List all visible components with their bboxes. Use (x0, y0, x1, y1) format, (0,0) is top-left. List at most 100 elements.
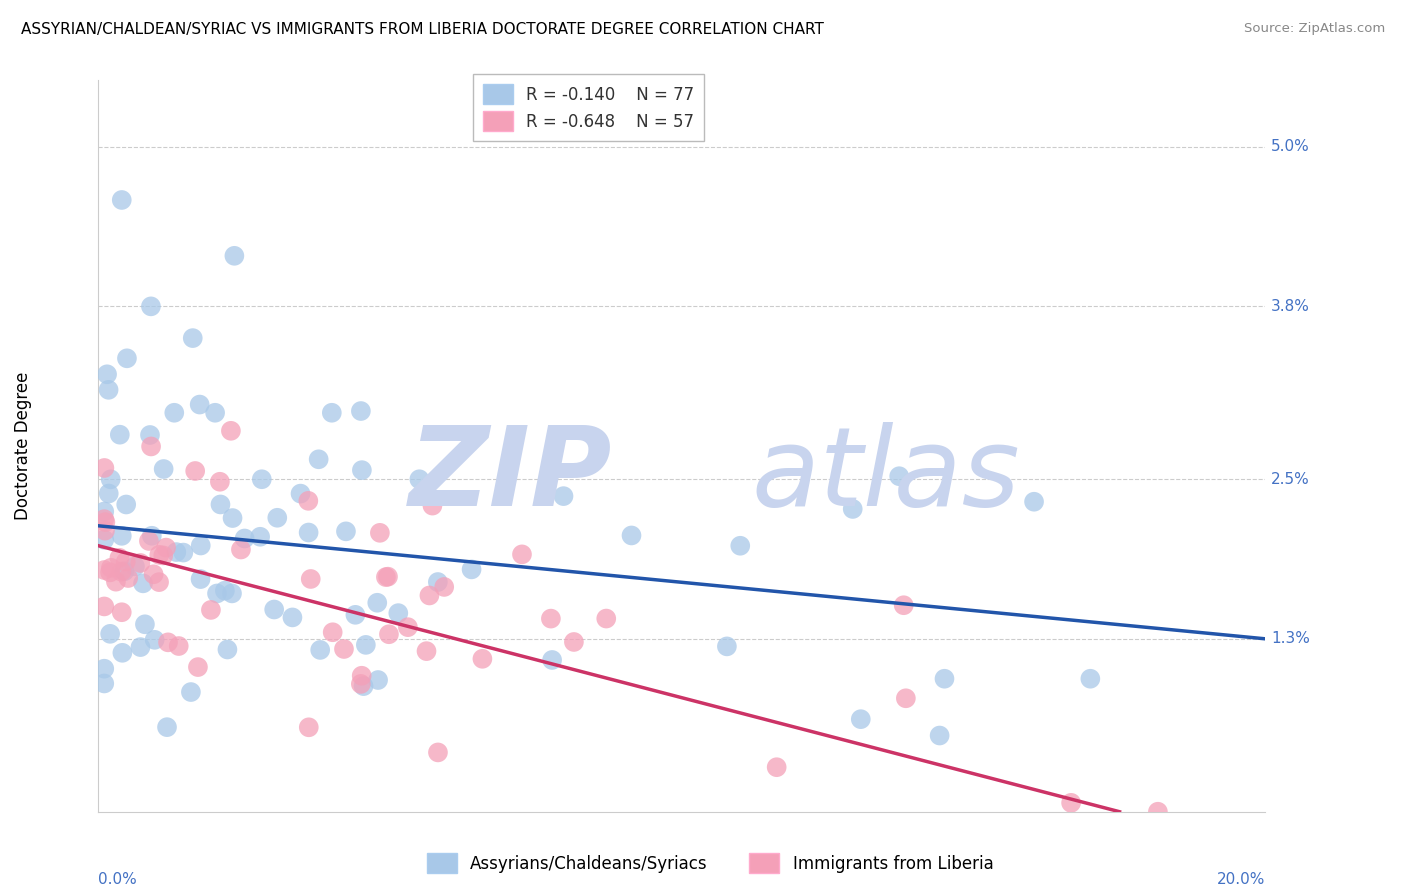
Point (471, 652, 494, 666)
Point (148, 575, 170, 590)
Point (214, 583, 236, 598)
Point (139, 428, 162, 442)
Point (374, 570, 396, 584)
Point (387, 606, 409, 620)
Text: atlas: atlas (752, 422, 1021, 529)
Point (368, 525, 391, 540)
Point (139, 440, 162, 454)
Point (184, 464, 207, 478)
Point (111, 193, 134, 207)
Point (266, 510, 288, 524)
Point (418, 589, 440, 603)
Point (96, 368, 118, 382)
Point (188, 398, 211, 412)
Point (94, 515, 117, 529)
Text: 5.0%: 5.0% (1271, 139, 1310, 154)
Point (297, 493, 319, 508)
Point (354, 638, 377, 652)
Point (298, 720, 321, 734)
Point (1060, 796, 1083, 810)
Point (98, 566, 121, 580)
Point (730, 539, 752, 553)
Point (322, 625, 344, 640)
Point (344, 607, 367, 622)
Point (205, 586, 228, 600)
Point (97, 486, 120, 500)
Point (111, 605, 134, 619)
Point (350, 677, 373, 691)
Point (108, 427, 131, 442)
Point (93, 461, 115, 475)
Point (1080, 672, 1102, 686)
Point (124, 559, 146, 574)
Point (132, 576, 155, 591)
Point (540, 612, 562, 626)
Point (172, 545, 194, 559)
Point (142, 567, 165, 582)
Point (129, 640, 152, 654)
Text: Doctorate Degree: Doctorate Degree (14, 372, 31, 520)
Point (134, 617, 156, 632)
Point (510, 547, 533, 561)
Point (263, 602, 285, 616)
Point (138, 533, 160, 548)
Point (378, 627, 401, 641)
Point (716, 640, 738, 654)
Point (894, 691, 917, 706)
Point (165, 545, 187, 559)
Point (208, 475, 231, 489)
Point (620, 528, 643, 542)
Legend: Assyrians/Chaldeans/Syriacs, Immigrants from Liberia: Assyrians/Chaldeans/Syriacs, Immigrants … (420, 847, 1000, 880)
Point (350, 404, 373, 418)
Point (111, 529, 134, 543)
Point (108, 550, 131, 565)
Point (204, 406, 226, 420)
Point (298, 525, 321, 540)
Point (112, 564, 135, 578)
Point (115, 351, 138, 366)
Point (190, 572, 212, 586)
Point (367, 673, 389, 687)
Text: 1.3%: 1.3% (1271, 632, 1310, 647)
Point (148, 548, 170, 562)
Text: 0.0%: 0.0% (98, 871, 138, 887)
Point (97, 383, 120, 397)
Point (190, 539, 212, 553)
Point (849, 712, 872, 726)
Point (152, 549, 174, 563)
Point (115, 498, 138, 512)
Point (93, 512, 115, 526)
Point (309, 643, 332, 657)
Point (200, 603, 222, 617)
Text: Source: ZipAtlas.com: Source: ZipAtlas.com (1244, 22, 1385, 36)
Point (156, 635, 179, 649)
Point (396, 620, 419, 634)
Point (100, 472, 122, 486)
Point (333, 642, 356, 657)
Point (433, 580, 456, 594)
Point (321, 406, 343, 420)
Point (408, 472, 430, 486)
Point (94, 524, 117, 538)
Point (889, 469, 911, 483)
Point (841, 502, 863, 516)
Point (765, 760, 787, 774)
Point (562, 635, 585, 649)
Text: 2.5%: 2.5% (1271, 472, 1310, 487)
Point (299, 572, 322, 586)
Point (187, 660, 209, 674)
Text: 3.8%: 3.8% (1271, 299, 1310, 314)
Point (93, 676, 115, 690)
Point (426, 746, 449, 760)
Point (1147, 805, 1170, 819)
Point (541, 653, 564, 667)
Point (139, 299, 162, 313)
Point (350, 669, 373, 683)
Point (290, 486, 312, 500)
Point (281, 610, 304, 624)
Point (249, 530, 271, 544)
Point (595, 611, 617, 625)
Point (250, 472, 273, 486)
Point (308, 452, 330, 467)
Point (143, 632, 166, 647)
